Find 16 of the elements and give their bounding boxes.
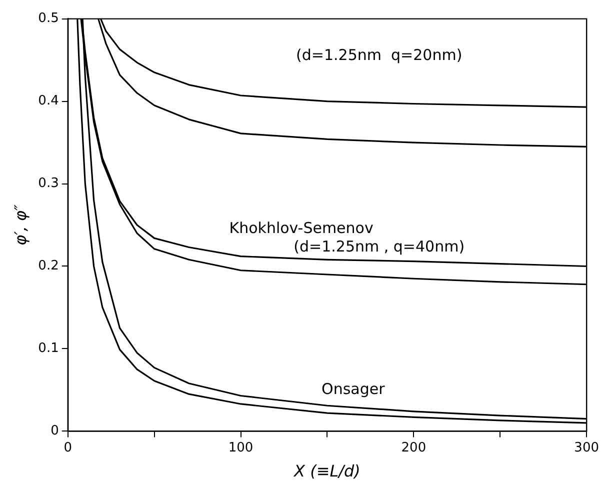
x-axis-title: X (≡L/d) [293, 462, 360, 481]
y-tick-label: 0.2 [38, 258, 59, 274]
annotation: Onsager [322, 380, 386, 398]
x-tick-label: 200 [401, 440, 426, 456]
y-tick-label: 0 [50, 424, 59, 439]
y-tick-label: 0.1 [38, 341, 59, 356]
y-tick-label: 0.4 [38, 94, 59, 109]
y-tick-label: 0.3 [38, 176, 59, 192]
y-tick-label: 0.5 [38, 11, 59, 26]
annotation: Khokhlov-Semenov [229, 219, 374, 238]
x-tick-label: 300 [574, 440, 600, 456]
y-axis-title: φ′, φ″ [10, 204, 30, 246]
x-tick-label: 100 [228, 440, 254, 456]
annotation: (d=1.25nm , q=40nm) [294, 238, 465, 256]
x-tick-label: 0 [64, 440, 72, 456]
annotation: (d=1.25nm q=20nm) [296, 46, 462, 64]
